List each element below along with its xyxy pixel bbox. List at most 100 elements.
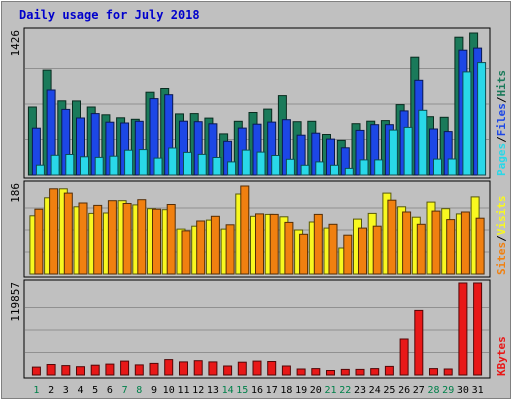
bar-sites-day-4 (78, 202, 88, 275)
bar-kbytes-day-25 (384, 365, 394, 376)
bar-kbytes-day-12 (193, 360, 203, 376)
x-tick-label-day-6: 6 (107, 385, 113, 396)
bar-pages-day-28 (433, 158, 442, 176)
bar-pages-day-3 (65, 154, 75, 176)
bar-kbytes-day-14 (223, 365, 233, 376)
legend-entry-sites: Sites (495, 242, 508, 275)
bar-sites-day-15 (240, 185, 250, 275)
bar-kbytes-day-13 (208, 361, 218, 376)
x-tick-label-day-8: 8 (136, 385, 142, 396)
bar-sites-day-22 (343, 234, 353, 275)
bar-sites-day-5 (93, 204, 103, 275)
bar-kbytes-day-6 (105, 363, 115, 376)
bar-kbytes-day-11 (179, 361, 188, 376)
bar-sites-day-2 (49, 188, 59, 275)
bar-sites-day-18 (284, 221, 294, 275)
bar-pages-day-23 (359, 159, 369, 176)
bar-pages-day-30 (462, 71, 472, 176)
x-tick-label-day-23: 23 (354, 385, 366, 396)
bar-kbytes-day-16 (252, 360, 262, 376)
bar-kbytes-day-7 (120, 360, 130, 376)
x-tick-label-day-27: 27 (413, 385, 425, 396)
bar-kbytes-day-30 (458, 282, 468, 376)
x-tick-label-day-29: 29 (442, 385, 454, 396)
x-tick-label-day-16: 16 (251, 385, 263, 396)
bar-kbytes-day-18 (281, 365, 291, 376)
bar-pages-day-4 (80, 156, 89, 176)
bar-kbytes-day-5 (90, 364, 100, 376)
bar-pages-day-24 (374, 159, 384, 176)
bar-pages-day-8 (138, 149, 148, 176)
x-tick-label-day-31: 31 (472, 385, 484, 396)
panel-hits: 1426 Pages/Files/Hits (9, 27, 508, 179)
bar-kbytes-day-24 (370, 368, 380, 376)
bar-sites-day-12 (196, 220, 206, 275)
bar-sites-day-11 (181, 230, 191, 275)
bar-pages-day-20 (315, 161, 325, 176)
bar-pages-day-7 (124, 149, 134, 176)
bar-pages-day-18 (285, 158, 295, 176)
x-tick-label-day-2: 2 (48, 385, 54, 396)
bar-kbytes-day-1 (31, 366, 41, 376)
bar-sites-day-30 (460, 211, 470, 275)
bar-pages-day-26 (403, 126, 413, 176)
bar-pages-day-12 (197, 153, 207, 176)
bar-pages-day-14 (227, 161, 237, 176)
bar-kbytes-day-8 (134, 364, 144, 376)
bar-kbytes-day-20 (311, 368, 321, 376)
x-tick-label-day-17: 17 (266, 385, 278, 396)
bar-sites-day-7 (122, 203, 132, 275)
x-tick-label-day-9: 9 (151, 385, 157, 396)
x-tick-label-day-20: 20 (310, 385, 322, 396)
bar-sites-day-25 (387, 199, 397, 275)
bar-pages-day-15 (241, 149, 251, 176)
bar-kbytes-day-19 (296, 368, 306, 376)
y-max-label-hits: 1426 (9, 30, 22, 57)
bar-sites-day-19 (299, 233, 309, 275)
x-tick-label-day-28: 28 (427, 385, 439, 396)
bar-pages-day-5 (94, 156, 104, 176)
bar-pages-day-2 (50, 154, 60, 176)
panel-visits: 186 Sites/Visits (9, 180, 508, 278)
bar-sites-day-9 (152, 208, 161, 275)
bar-pages-day-13 (212, 157, 222, 176)
x-tick-label-day-10: 10 (163, 385, 175, 396)
bar-kbytes-day-27 (414, 309, 424, 376)
bar-sites-day-10 (166, 204, 176, 275)
bar-kbytes-day-2 (46, 364, 56, 376)
x-tick-label-day-3: 3 (63, 385, 69, 396)
legend-hits: Pages/Files/Hits (495, 70, 508, 176)
panel-kbytes: 119857 KBytes (9, 279, 508, 379)
x-tick-label-day-24: 24 (369, 385, 381, 396)
x-tick-label-day-19: 19 (295, 385, 307, 396)
bar-sites-day-6 (107, 200, 117, 275)
bar-sites-day-24 (372, 225, 382, 275)
bar-pages-day-27 (418, 109, 428, 176)
x-tick-label-day-5: 5 (92, 385, 98, 396)
bar-pages-day-16 (256, 151, 266, 176)
bar-kbytes-day-4 (76, 366, 85, 376)
bar-pages-day-10 (168, 147, 178, 176)
x-tick-label-day-21: 21 (324, 385, 336, 396)
legend-visits: Sites/Visits (495, 196, 508, 276)
x-tick-label-day-11: 11 (177, 385, 189, 396)
bar-sites-day-3 (63, 192, 73, 275)
bar-pages-day-11 (183, 151, 192, 176)
x-tick-label-day-14: 14 (222, 385, 234, 396)
x-tick-label-day-7: 7 (122, 385, 128, 396)
bar-kbytes-day-29 (443, 368, 453, 376)
bar-pages-day-1 (35, 164, 45, 176)
bar-kbytes-day-17 (267, 361, 277, 376)
x-tick-label-day-30: 30 (457, 385, 469, 396)
x-tick-label-day-26: 26 (398, 385, 410, 396)
bar-sites-day-17 (269, 213, 279, 275)
bar-kbytes-day-21 (326, 370, 335, 376)
bar-sites-day-23 (358, 227, 367, 275)
bar-sites-day-31 (475, 217, 485, 275)
bar-pages-day-29 (447, 158, 457, 176)
bar-sites-day-29 (446, 219, 456, 275)
bar-pages-day-6 (109, 155, 119, 176)
legend-entry-visits: Visits (495, 196, 508, 236)
